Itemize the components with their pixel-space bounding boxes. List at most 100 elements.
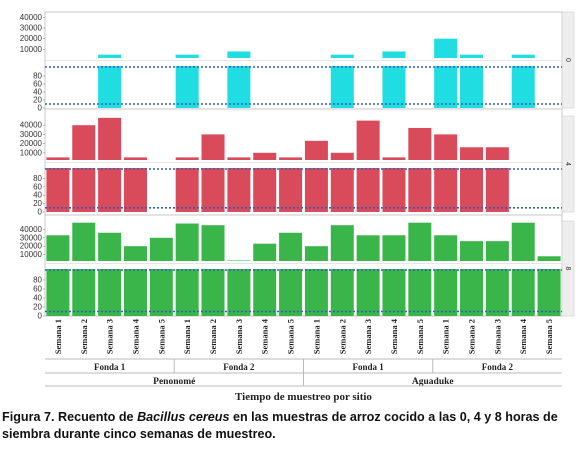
bar-break bbox=[174, 160, 200, 163]
x-tick-label: Semana 1 bbox=[311, 319, 321, 354]
bar-lower-8 bbox=[537, 269, 561, 316]
bar-break bbox=[71, 261, 97, 264]
figure-caption: Figura 7. Recuento de Bacillus cereus en… bbox=[2, 409, 584, 443]
bar-break bbox=[381, 160, 407, 163]
y-tick-upper: 30000 bbox=[20, 233, 43, 242]
bar-upper-4 bbox=[330, 152, 354, 162]
bar-lower-4 bbox=[330, 168, 354, 212]
panel-strip-8 bbox=[561, 220, 575, 317]
bar-upper-8 bbox=[46, 235, 70, 263]
x-tick-label: Semana 2 bbox=[79, 319, 89, 354]
bar-lower-4 bbox=[382, 168, 406, 212]
y-tick-upper: 40000 bbox=[20, 13, 43, 22]
y-tick-lower: 0 bbox=[38, 104, 43, 113]
bar-lower-0 bbox=[175, 66, 199, 108]
x-tick-label: Semana 3 bbox=[492, 319, 502, 354]
x-tick-label: Semana 4 bbox=[518, 318, 528, 354]
bar-break bbox=[174, 58, 200, 61]
bar-break bbox=[278, 261, 304, 264]
bar-lower-0 bbox=[330, 66, 354, 108]
bar-break bbox=[148, 261, 174, 264]
bar-lower-4 bbox=[434, 168, 458, 212]
x-tick-label: Semana 2 bbox=[337, 319, 347, 354]
bar-lower-0 bbox=[98, 66, 122, 108]
bar-upper-4 bbox=[434, 134, 458, 162]
y-tick-upper: 30000 bbox=[20, 130, 43, 139]
bar-lower-0 bbox=[434, 66, 458, 108]
bar-break bbox=[407, 261, 433, 264]
bar-lower-8 bbox=[408, 269, 432, 316]
bar-upper-0 bbox=[175, 54, 199, 60]
bar-lower-4 bbox=[227, 168, 251, 212]
bar-upper-8 bbox=[485, 241, 509, 263]
y-tick-upper: 10000 bbox=[20, 45, 43, 54]
bar-lower-0 bbox=[382, 66, 406, 108]
bar-upper-8 bbox=[253, 243, 277, 263]
y-tick-upper: 10000 bbox=[20, 250, 43, 259]
bar-upper-8 bbox=[434, 235, 458, 263]
panel-label-8: 8 bbox=[564, 267, 571, 271]
y-tick-upper: 20000 bbox=[20, 242, 43, 251]
bar-break bbox=[226, 58, 252, 61]
bar-lower-4 bbox=[356, 168, 380, 212]
bar-upper-4 bbox=[382, 157, 406, 162]
bar-upper-0 bbox=[330, 54, 354, 60]
bar-break bbox=[459, 58, 485, 61]
bar-break bbox=[122, 160, 148, 163]
bar-upper-4 bbox=[279, 157, 303, 162]
bar-break bbox=[433, 58, 459, 61]
y-tick-lower: 60 bbox=[33, 285, 42, 294]
y-tick-upper: 40000 bbox=[20, 225, 43, 234]
x-tick-label: Semana 1 bbox=[182, 319, 192, 354]
bar-chart-panels: 0400003000020000100008060402004400003000… bbox=[20, 11, 575, 403]
bar-upper-4 bbox=[123, 157, 147, 162]
group-label: Fonda 2 bbox=[223, 362, 255, 372]
panel-label-4: 4 bbox=[564, 162, 571, 166]
bar-lower-8 bbox=[227, 269, 251, 316]
bar-lower-8 bbox=[201, 269, 225, 316]
bar-lower-8 bbox=[72, 269, 96, 316]
x-axis-title: Tiempo de muestreo por sitio bbox=[235, 391, 372, 403]
x-tick-label: Semana 2 bbox=[208, 319, 218, 354]
bar-lower-8 bbox=[279, 269, 303, 316]
bar-break bbox=[97, 160, 123, 163]
group-label: Fonda 2 bbox=[482, 362, 514, 372]
y-tick-lower: 80 bbox=[33, 276, 42, 285]
bar-break bbox=[329, 261, 355, 264]
bar-lower-8 bbox=[253, 269, 277, 316]
bar-lower-8 bbox=[460, 269, 484, 316]
bar-break bbox=[252, 261, 278, 264]
bar-lower-4 bbox=[279, 168, 303, 212]
bar-upper-4 bbox=[201, 134, 225, 162]
bar-upper-8 bbox=[175, 223, 199, 263]
bar-lower-8 bbox=[382, 269, 406, 316]
bar-break bbox=[200, 261, 226, 264]
bar-break bbox=[459, 160, 485, 163]
x-tick-label: Semana 5 bbox=[286, 319, 296, 354]
bar-lower-8 bbox=[485, 269, 509, 316]
bar-lower-8 bbox=[98, 269, 122, 316]
bar-upper-4 bbox=[175, 157, 199, 162]
y-tick-lower: 0 bbox=[38, 208, 43, 217]
x-tick-label: Semana 5 bbox=[156, 319, 166, 354]
bar-break bbox=[510, 261, 536, 264]
bar-upper-8 bbox=[304, 246, 328, 263]
bar-break bbox=[433, 261, 459, 264]
y-tick-upper: 20000 bbox=[20, 139, 43, 148]
bar-upper-8 bbox=[123, 246, 147, 263]
bar-upper-4 bbox=[98, 117, 122, 162]
bar-break bbox=[484, 261, 510, 264]
bar-lower-4 bbox=[201, 168, 225, 212]
bar-lower-8 bbox=[149, 269, 173, 316]
bar-upper-8 bbox=[98, 232, 122, 263]
bar-break bbox=[252, 160, 278, 163]
bar-break bbox=[174, 261, 200, 264]
bar-upper-8 bbox=[72, 222, 96, 263]
bar-lower-4 bbox=[175, 168, 199, 212]
bar-lower-8 bbox=[175, 269, 199, 316]
bar-upper-8 bbox=[356, 235, 380, 263]
caption-prefix: Figura 7. Recuento de bbox=[2, 410, 138, 424]
y-tick-lower: 40 bbox=[33, 294, 42, 303]
bar-upper-4 bbox=[460, 147, 484, 162]
bar-lower-4 bbox=[98, 168, 122, 212]
